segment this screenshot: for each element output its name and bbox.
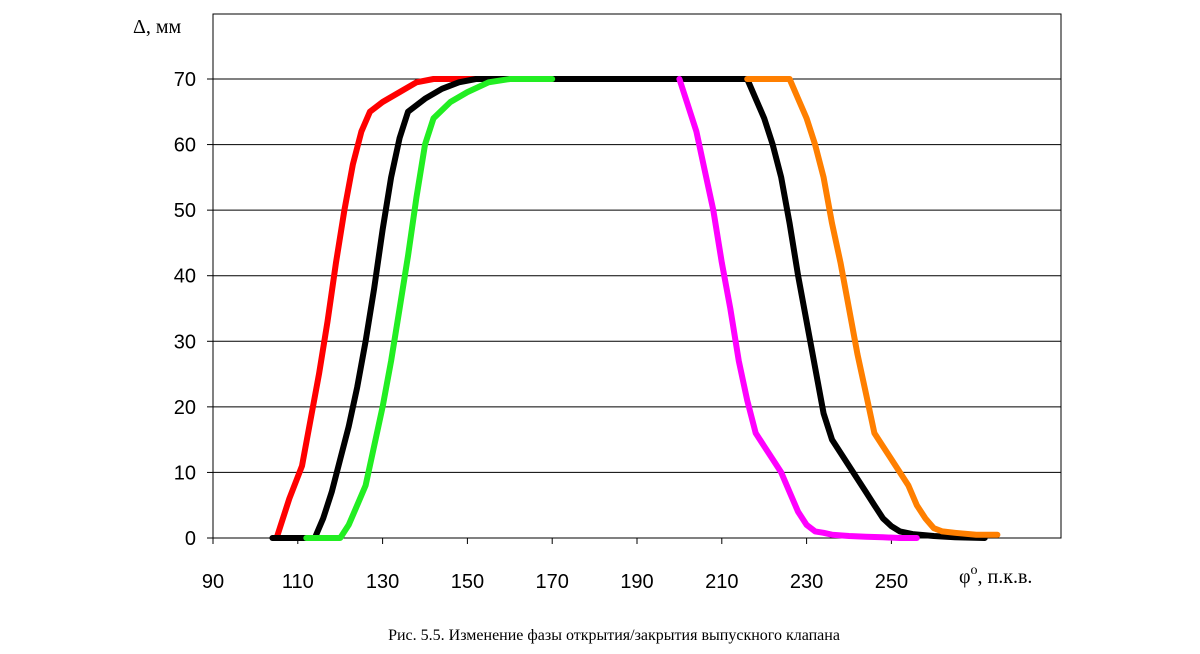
y-tick-label-40: 40 [174, 266, 196, 288]
x-tick-label-230: 230 [790, 571, 823, 593]
y-tick-label-70: 70 [174, 69, 196, 91]
series-line-orange [744, 76, 1001, 538]
series-line-magenta [676, 76, 920, 541]
y-tick-label-0: 0 [185, 528, 196, 550]
x-tick-label-210: 210 [705, 571, 738, 593]
x-tick-label-150: 150 [451, 571, 484, 593]
y-axis-ticks: 0 10 20 30 40 50 60 70 [174, 69, 213, 550]
x-tick-label-130: 130 [366, 571, 399, 593]
y-tick-label-10: 10 [174, 462, 196, 484]
series-lines [269, 76, 1001, 541]
x-axis-title: φо, п.к.в. [959, 563, 1032, 588]
x-tick-label-190: 190 [620, 571, 653, 593]
x-axis-degree: о [971, 563, 978, 578]
x-tick-label-170: 170 [536, 571, 569, 593]
y-tick-label-20: 20 [174, 397, 196, 419]
x-axis-symbol: φ [959, 566, 971, 588]
series-line-red [273, 76, 513, 541]
series-line-green [303, 76, 556, 541]
x-tick-label-90: 90 [202, 571, 224, 593]
y-axis-title: Δ, мм [133, 16, 182, 38]
x-axis-ticks: 90 110 130 150 170 190 210 230 250 [202, 538, 908, 593]
y-tick-label-50: 50 [174, 200, 196, 222]
x-tick-label-250: 250 [875, 571, 908, 593]
series-line-black [269, 76, 988, 541]
x-tick-label-110: 110 [282, 571, 314, 593]
x-axis-unit: , п.к.в. [978, 566, 1033, 588]
y-tick-label-60: 60 [174, 135, 196, 157]
y-tick-label-30: 30 [174, 331, 196, 353]
figure-caption: Рис. 5.5. Изменение фазы открытия/закрыт… [388, 627, 840, 644]
